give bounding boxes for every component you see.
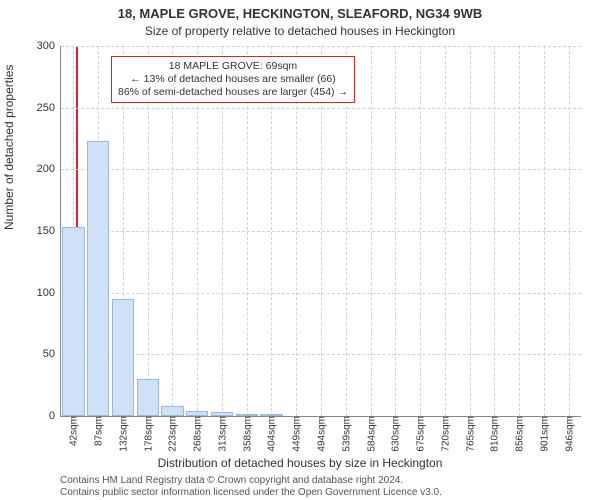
x-tick-label: 856sqm [513, 416, 526, 452]
plot-area: 05010015020025030042sqm87sqm132sqm178sqm… [60, 46, 581, 417]
chart-container: 18, MAPLE GROVE, HECKINGTON, SLEAFORD, N… [0, 0, 600, 500]
gridline-v [569, 46, 570, 416]
x-tick-label: 720sqm [438, 416, 451, 452]
bar [161, 406, 183, 416]
x-tick-label: 494sqm [315, 416, 328, 452]
x-tick-label: 42sqm [67, 416, 80, 446]
gridline-v [519, 46, 520, 416]
x-tick-label: 132sqm [116, 416, 129, 452]
chart-title-sub: Size of property relative to detached ho… [0, 24, 600, 38]
gridline-v [371, 46, 372, 416]
bar [62, 227, 84, 416]
gridline-v [494, 46, 495, 416]
y-tick-label: 50 [43, 348, 61, 360]
x-tick-label: 404sqm [265, 416, 278, 452]
gridline-v [470, 46, 471, 416]
x-axis-label: Distribution of detached houses by size … [0, 456, 600, 470]
chart-title-main: 18, MAPLE GROVE, HECKINGTON, SLEAFORD, N… [0, 6, 600, 21]
gridline-v [445, 46, 446, 416]
bar [112, 299, 134, 416]
x-tick-label: 765sqm [463, 416, 476, 452]
y-tick-label: 250 [37, 102, 61, 114]
y-tick-label: 300 [37, 40, 61, 52]
footer-line-2: Contains public sector information licen… [60, 487, 442, 498]
bar [87, 141, 109, 416]
annotation-box: 18 MAPLE GROVE: 69sqm← 13% of detached h… [111, 56, 355, 103]
x-tick-label: 178sqm [141, 416, 154, 452]
gridline-v [395, 46, 396, 416]
y-tick-label: 200 [37, 163, 61, 175]
y-tick-label: 0 [49, 410, 61, 422]
footer-line-1: Contains HM Land Registry data © Crown c… [60, 475, 403, 486]
y-tick-label: 100 [37, 287, 61, 299]
x-tick-label: 901sqm [537, 416, 550, 452]
x-tick-label: 630sqm [389, 416, 402, 452]
gridline-v [420, 46, 421, 416]
x-tick-label: 87sqm [92, 416, 105, 446]
bar [137, 379, 159, 416]
x-tick-label: 268sqm [191, 416, 204, 452]
x-tick-label: 946sqm [562, 416, 575, 452]
x-tick-label: 449sqm [290, 416, 303, 452]
annotation-line: 18 MAPLE GROVE: 69sqm [118, 60, 348, 73]
x-tick-label: 810sqm [488, 416, 501, 452]
gridline-v [544, 46, 545, 416]
x-tick-label: 313sqm [215, 416, 228, 452]
y-axis-label: Number of detached properties [2, 65, 16, 230]
x-tick-label: 223sqm [166, 416, 179, 452]
annotation-line: 86% of semi-detached houses are larger (… [118, 86, 348, 99]
annotation-line: ← 13% of detached houses are smaller (66… [118, 73, 348, 86]
x-tick-label: 675sqm [414, 416, 427, 452]
x-tick-label: 584sqm [364, 416, 377, 452]
y-tick-label: 150 [37, 225, 61, 237]
x-tick-label: 358sqm [240, 416, 253, 452]
x-tick-label: 539sqm [339, 416, 352, 452]
